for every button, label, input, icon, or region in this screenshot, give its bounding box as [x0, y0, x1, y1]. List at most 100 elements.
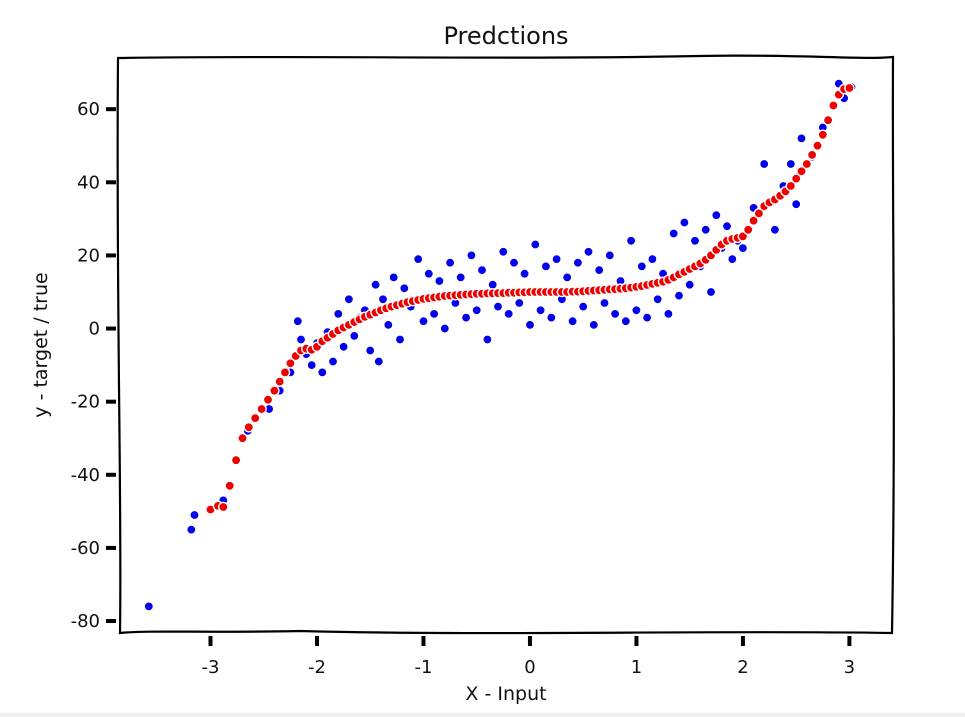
true-point [583, 246, 594, 258]
true-point [306, 359, 318, 371]
true-point [327, 356, 339, 367]
prediction-point [249, 412, 261, 424]
true-point [398, 282, 410, 294]
true-point [295, 334, 307, 345]
prediction-point [828, 100, 839, 111]
x-tick-label: 1 [631, 657, 642, 678]
true-point [546, 312, 557, 323]
prediction-point [274, 376, 286, 387]
true-point [497, 246, 509, 258]
true-point [636, 261, 648, 272]
prediction-point [822, 114, 834, 126]
y-tick-label: -80 [71, 611, 100, 632]
y-tick-label: 60 [77, 99, 100, 120]
x-tick-label: -3 [202, 657, 220, 678]
true-point [476, 264, 488, 276]
prediction-point [753, 208, 765, 219]
true-point [439, 323, 451, 334]
true-point [684, 279, 696, 291]
true-point [711, 209, 722, 221]
true-point [530, 239, 541, 250]
true-point [460, 312, 472, 323]
true-point [769, 224, 781, 236]
y-tick-label: 40 [77, 172, 100, 193]
y-tick-label: 20 [77, 245, 100, 266]
prediction-point [262, 394, 274, 406]
true-point [567, 315, 578, 327]
true-point [418, 315, 429, 327]
true-point [338, 341, 349, 353]
true-point [588, 319, 600, 331]
y-tick-label: -40 [71, 465, 100, 486]
true-point [382, 319, 394, 331]
true-point [492, 301, 504, 312]
true-point [673, 290, 685, 301]
true-point [551, 253, 562, 265]
prediction-point [742, 224, 754, 236]
x-axis-ticks: -3 -2 -1 0 1 2 3 [202, 636, 855, 678]
true-point [647, 253, 658, 265]
true-point [572, 257, 584, 269]
true-point [189, 509, 200, 521]
true-point [292, 315, 304, 327]
true-point [343, 293, 355, 305]
true-point [796, 133, 807, 144]
x-tick-label: 0 [524, 657, 535, 678]
true-point [679, 217, 690, 228]
true-point [348, 330, 360, 342]
y-axis-label: y - target / true [30, 272, 52, 417]
true-point [412, 253, 424, 265]
prediction-point [748, 215, 759, 226]
true-point [620, 315, 632, 327]
x-tick-label: -2 [308, 657, 326, 678]
true-point [471, 304, 483, 316]
true-point [482, 334, 493, 345]
true-point [599, 297, 610, 309]
true-point [790, 198, 802, 210]
true-point [428, 308, 440, 320]
true-point [514, 297, 525, 309]
true-point [316, 367, 328, 378]
prediction-point [285, 357, 296, 369]
y-axis-ticks: -80 -60 -40 -20 0 20 40 60 [71, 99, 116, 632]
true-point [508, 257, 520, 269]
y-tick-label: -20 [71, 392, 100, 413]
prediction-point [801, 158, 813, 170]
true-point [561, 272, 573, 283]
true-point [394, 334, 406, 345]
true-point [758, 158, 770, 170]
chart-title: Predctions [443, 22, 568, 50]
true-point [721, 220, 733, 232]
true-point [444, 257, 456, 269]
true-point [332, 308, 344, 320]
prediction-point [817, 129, 829, 141]
true-point [388, 272, 400, 283]
prediction-point [256, 403, 267, 415]
bottom-divider [0, 713, 965, 717]
prediction-point [812, 140, 823, 151]
true-point [593, 264, 605, 276]
true-point [423, 268, 435, 280]
prediction-point [806, 149, 818, 161]
scatter-points [143, 78, 857, 612]
true-point [503, 308, 515, 320]
true-point [609, 308, 621, 320]
prediction-point [269, 385, 280, 397]
true-point [373, 356, 385, 367]
prediction-point [217, 501, 229, 513]
true-point [668, 228, 680, 239]
true-point [487, 279, 499, 291]
true-point [631, 304, 642, 316]
prediction-point [844, 82, 855, 94]
x-axis-label: X - Input [465, 683, 546, 705]
prediction-point [224, 480, 235, 492]
true-point [641, 312, 653, 323]
true-values-series [143, 78, 857, 612]
true-point [727, 253, 738, 265]
true-point [785, 158, 797, 170]
x-tick-label: 2 [737, 657, 748, 678]
true-point [663, 308, 674, 320]
x-tick-label: -1 [414, 657, 432, 678]
x-tick-label: 3 [844, 657, 855, 678]
